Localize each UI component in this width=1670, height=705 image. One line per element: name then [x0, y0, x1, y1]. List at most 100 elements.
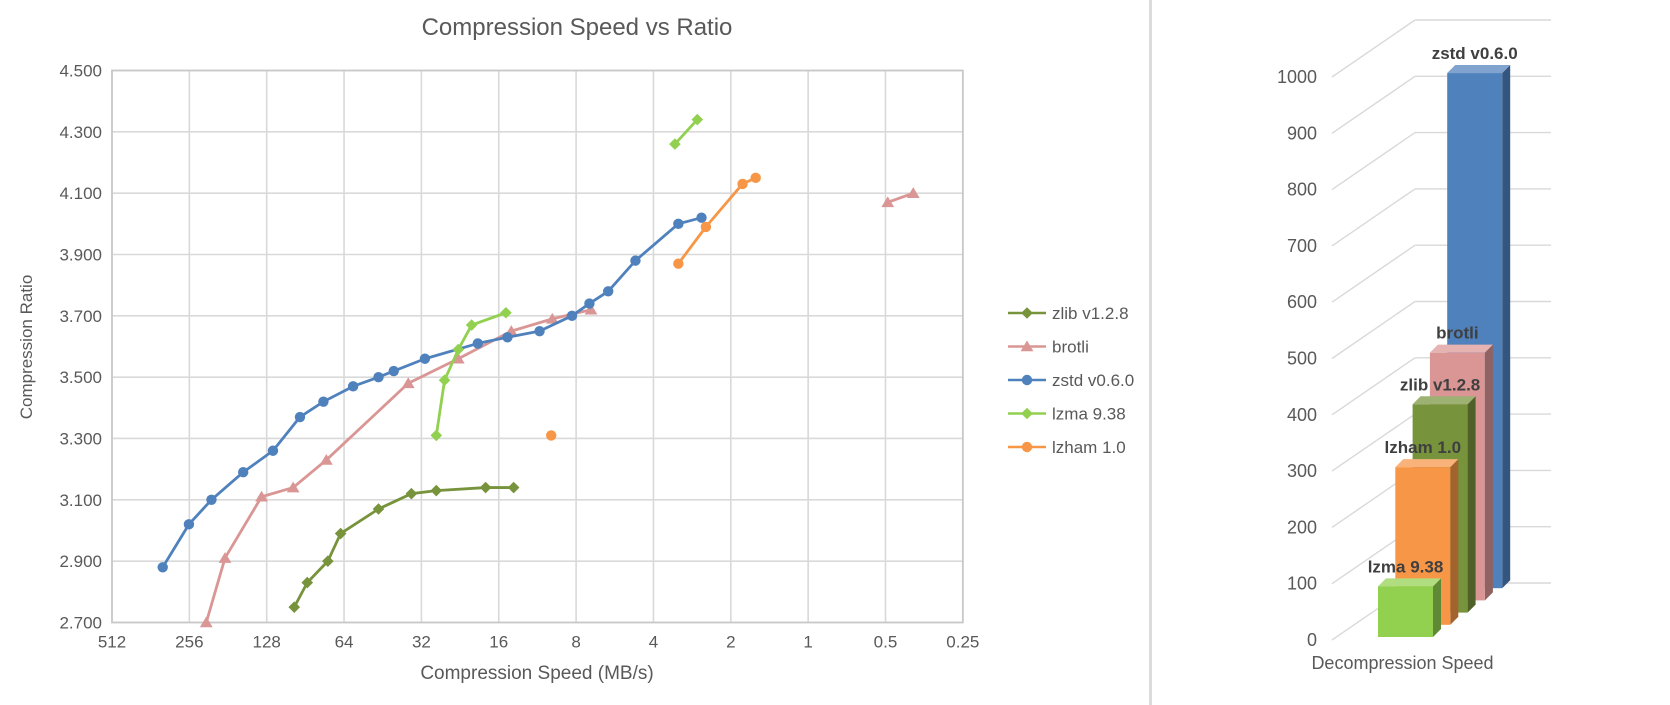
y-tick-label: 3.900 [59, 245, 102, 264]
data-point-circle [603, 286, 614, 297]
data-point-circle [388, 365, 399, 377]
bar3d-plot: 0 100 200 300 400 500 600 700 800 900 1000 zstd v0.… [1277, 19, 1551, 650]
bar-value-label: lzma 9.38 [1368, 557, 1444, 576]
bar-y-tick-label: 800 [1287, 180, 1317, 200]
data-point-diamond [479, 481, 492, 494]
data-point-triangle [1020, 340, 1034, 352]
data-point-triangle [401, 377, 415, 389]
series-zstd-v0.6.0 [157, 212, 707, 573]
series-line [204, 308, 593, 624]
data-point-circle [534, 325, 545, 337]
scatter-plot: 512 256 128 64 32 16 8 4 2 1 0.5 0.25 4.500 4.300 4.10… [59, 62, 1134, 652]
data-point-circle [318, 396, 329, 407]
series-zlib-v1.2.8 [288, 481, 520, 613]
data-point-triangle [584, 303, 598, 315]
data-point-triangle [199, 616, 213, 628]
bar-top-face [1378, 578, 1441, 587]
data-point-circle [696, 212, 707, 223]
data-point-diamond [430, 429, 443, 442]
series-line [434, 311, 508, 437]
bar-value-label: zstd v0.6.0 [1432, 44, 1518, 63]
bar-y-tick-label: 500 [1287, 349, 1317, 369]
x-tick-label: 1 [803, 632, 812, 651]
data-point-circle [630, 255, 641, 266]
data-point-diamond [438, 374, 451, 387]
y-tick-label: 3.300 [59, 429, 102, 448]
bar-side-face [1433, 578, 1441, 637]
bar-top-face [1447, 65, 1511, 74]
gridline-depth [1331, 75, 1416, 134]
bar-y-tick-label: 200 [1287, 517, 1317, 537]
legend: zlib v1.2.8 brotli zstd v0.6.0 lzma 9.38 lzh… [1008, 304, 1134, 457]
scatter-chart-title: Compression Speed vs Ratio [421, 14, 733, 41]
gridline-depth [1331, 300, 1416, 360]
legend-item: brotli [1008, 338, 1089, 357]
legend-item: lzma 9.38 [1008, 405, 1126, 424]
data-point-circle [1021, 374, 1033, 386]
series-line [676, 176, 758, 266]
legend-label: lzma 9.38 [1052, 405, 1126, 424]
y-tick-label: 2.700 [59, 613, 102, 632]
data-point-diamond [1021, 407, 1033, 420]
data-point-triangle [451, 352, 465, 364]
bar-value-label: lzham 1.0 [1385, 438, 1462, 457]
bar-y-tick-label: 600 [1287, 292, 1317, 312]
data-point-circle [472, 338, 484, 349]
data-point-circle [750, 172, 761, 184]
gridline-depth [1331, 19, 1416, 78]
bar-top-face [1429, 344, 1493, 353]
data-point-diamond [288, 601, 301, 613]
plot-border [111, 69, 964, 624]
data-point-circle [700, 221, 712, 233]
bar-y-tick-label: 300 [1287, 461, 1317, 481]
x-tick-label: 4 [649, 632, 658, 651]
data-point-diamond [1021, 307, 1033, 319]
panel-divider [1149, 0, 1152, 705]
legend-item: zstd v0.6.0 [1008, 371, 1134, 390]
series-line [161, 216, 703, 569]
bar-side-face [1450, 459, 1459, 625]
gridline-depth [1331, 357, 1416, 416]
data-point-triangle [218, 552, 232, 563]
data-point-triangle [255, 490, 268, 502]
bar-top-face [1412, 396, 1476, 405]
data-point-triangle [286, 481, 300, 493]
x-tick-label: 2 [726, 632, 735, 651]
data-point-circle [347, 381, 359, 392]
x-tick-label: 64 [335, 632, 354, 651]
y-tick-label: 4.300 [59, 123, 102, 142]
gridline-depth [1331, 244, 1416, 303]
x-tick-label: 32 [412, 632, 431, 651]
series-lzham-1.0 [545, 172, 761, 441]
data-point-circle [183, 519, 195, 530]
data-point-circle [267, 445, 279, 456]
bar-y-tick-label: 0 [1307, 630, 1317, 650]
legend-label: lzham 1.0 [1052, 438, 1126, 457]
data-point-triangle [319, 453, 333, 465]
y-tick-label: 3.700 [59, 307, 102, 326]
data-point-diamond [452, 343, 465, 356]
data-point-circle [737, 178, 748, 190]
x-tick-label: 512 [98, 632, 126, 651]
data-point-circle [566, 310, 578, 322]
data-point-triangle [545, 312, 559, 324]
data-point-triangle [906, 187, 920, 198]
data-point-circle [157, 562, 168, 573]
data-point-diamond [322, 555, 334, 567]
series-brotli [199, 187, 920, 628]
data-point-diamond [430, 484, 443, 497]
data-point-circle [673, 258, 684, 269]
data-point-diamond [507, 481, 520, 494]
data-point-triangle [881, 196, 895, 208]
legend-label: zstd v0.6.0 [1052, 371, 1134, 390]
bar-value-label: brotli [1436, 324, 1479, 343]
x-tick-label: 256 [175, 632, 203, 651]
legend-item: zlib v1.2.8 [1008, 304, 1129, 323]
data-point-diamond [691, 113, 704, 126]
data-point-diamond [465, 319, 478, 331]
x-tick-label: 128 [253, 632, 281, 651]
y-tick-label: 3.500 [59, 368, 102, 387]
scatter-y-axis-title: Compression Ratio [17, 274, 36, 420]
